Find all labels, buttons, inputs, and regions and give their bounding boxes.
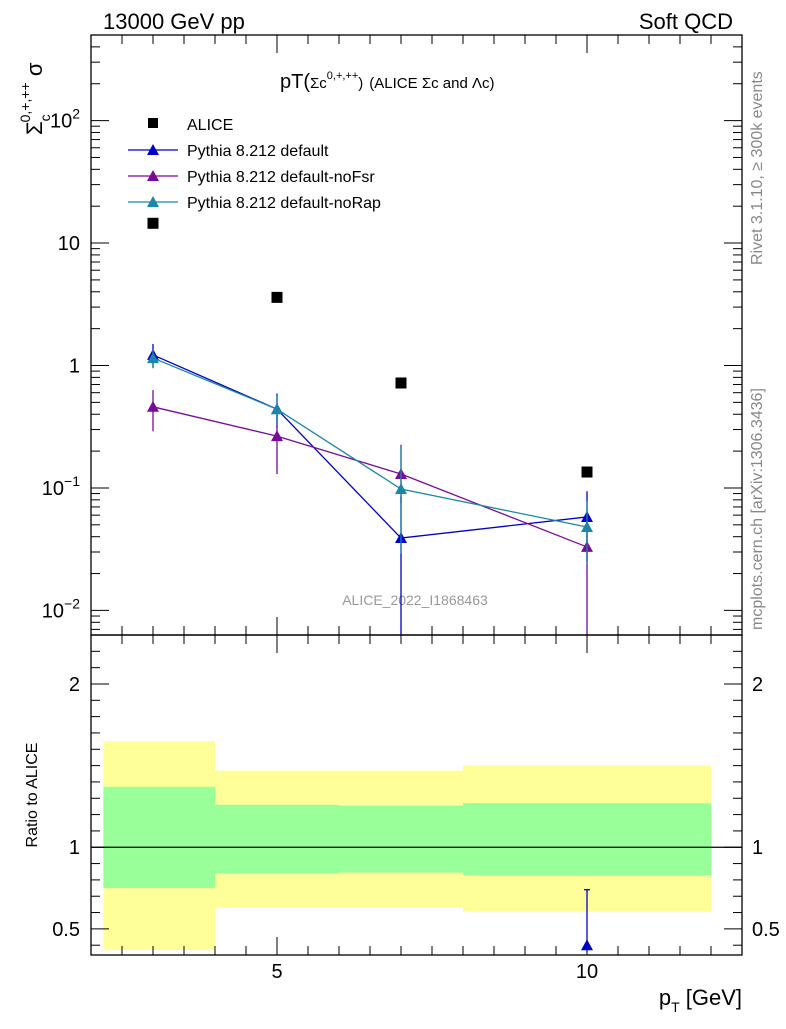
ratio-y-tick-label-right: 1 bbox=[752, 837, 763, 859]
band-inner bbox=[215, 804, 339, 874]
legend-label-nofsr: Pythia 8.212 default-noFsr bbox=[187, 169, 375, 186]
main-series bbox=[147, 217, 593, 635]
series-line bbox=[152, 354, 588, 539]
series-3 bbox=[147, 349, 593, 564]
title-main: pT( bbox=[280, 71, 310, 93]
ratio-x-tick-labels: 5 10 bbox=[271, 961, 598, 983]
main-ylabel: Σc 0,+,++ σ bbox=[17, 62, 53, 135]
data-point bbox=[271, 291, 283, 303]
data-point bbox=[271, 403, 283, 415]
y-tick-base: 1 bbox=[69, 356, 80, 378]
legend-entry-alice: ALICE bbox=[148, 117, 233, 134]
mcplots-label: mcplots.cern.ch [arXiv:1306.3436] bbox=[749, 388, 766, 630]
title-rest-close: ) bbox=[490, 75, 495, 92]
legend-label-norap: Pythia 8.212 default-noRap bbox=[187, 195, 381, 212]
rivet-label: Rivet 3.1.10, ≥ 300k events bbox=[749, 71, 766, 265]
main-panel: pT(Σc0,+,++) (ALICE Σc and Λc) Σc0,+,++ σ… bbox=[17, 34, 743, 636]
ratio-y-tick-label: 1 bbox=[69, 837, 80, 859]
ratio-series bbox=[581, 889, 593, 952]
legend-marker-nofsr bbox=[147, 170, 159, 181]
main-y-tick-label: 10−1 bbox=[42, 473, 80, 500]
chart-title: pT(Σc0,+,++) (ALICE Σc and Λc) bbox=[280, 70, 495, 93]
title-close: ) bbox=[358, 75, 363, 92]
series-line bbox=[152, 406, 588, 548]
band-inner bbox=[339, 805, 463, 873]
ratio-ylabel: Ratio to ALICE bbox=[24, 743, 41, 848]
data-point bbox=[147, 352, 159, 364]
data-point bbox=[395, 377, 407, 389]
legend-entry-default: Pythia 8.212 default bbox=[128, 143, 329, 160]
main-y-tick-label: 10 bbox=[58, 233, 80, 255]
x-axis-label: pT [GeV] bbox=[659, 985, 742, 1015]
x-tick-label: 10 bbox=[576, 961, 598, 983]
ratio-frame bbox=[90, 634, 743, 956]
legend-label-alice: ALICE bbox=[187, 117, 233, 134]
ratio-panel: 0.5 0.5 1 1 2 2 5 10 Ratio to ALICE pT [GeV] bbox=[24, 634, 780, 1015]
legend: ALICE Pythia 8.212 default Pythia 8.212 … bbox=[128, 117, 381, 212]
energy-label: 13000 GeV pp bbox=[103, 9, 245, 34]
ratio-data-point bbox=[581, 939, 593, 951]
data-point bbox=[147, 217, 159, 229]
data-point bbox=[581, 466, 593, 478]
legend-marker-norap bbox=[147, 196, 159, 207]
analysis-watermark: ALICE_2022_I1868463 bbox=[342, 592, 488, 608]
series-line bbox=[152, 357, 588, 528]
ratio-y-tick-label-right: 2 bbox=[752, 674, 763, 696]
legend-marker-default bbox=[147, 144, 159, 155]
band-inner bbox=[103, 786, 215, 889]
ratio-y-tick-labels: 0.5 0.5 1 1 2 2 bbox=[52, 674, 780, 941]
y-tick-base: 10 bbox=[42, 478, 64, 500]
ratio-y-tick-label-right: 0.5 bbox=[752, 919, 780, 941]
ratio-y-tick-label: 2 bbox=[69, 674, 80, 696]
data-point bbox=[395, 483, 407, 495]
legend-entry-norap: Pythia 8.212 default-noRap bbox=[128, 195, 381, 212]
title-rest-and: and bbox=[439, 75, 472, 92]
data-point bbox=[581, 521, 593, 533]
y-tick-base: 10 bbox=[50, 111, 72, 133]
ratio-series-0 bbox=[581, 889, 593, 952]
legend-marker-alice bbox=[148, 118, 158, 128]
ratio-bands bbox=[103, 741, 711, 951]
xlabel-sub: T bbox=[671, 999, 680, 1015]
band-inner bbox=[463, 803, 711, 875]
y-tick-base: 10 bbox=[42, 600, 64, 622]
main-y-tick-label: 10−2 bbox=[42, 595, 80, 622]
y-tick-base: 10 bbox=[58, 233, 80, 255]
ylabel-sigma: Σ bbox=[22, 121, 47, 135]
main-ticks bbox=[90, 34, 743, 635]
y-tick-exponent: −2 bbox=[64, 595, 80, 611]
xlabel-rest: [GeV] bbox=[680, 985, 742, 1010]
category-label: Soft QCD bbox=[639, 9, 733, 34]
ratio-y-tick-label: 0.5 bbox=[52, 919, 80, 941]
title-rest-sigma: Σc bbox=[422, 75, 439, 92]
ylabel-tail: σ bbox=[22, 62, 47, 82]
ylabel-sub: c bbox=[37, 114, 53, 121]
y-tick-exponent: −1 bbox=[64, 473, 80, 489]
ylabel-sup: 0,+,++ bbox=[17, 82, 33, 122]
data-point bbox=[271, 430, 283, 442]
legend-entry-nofsr: Pythia 8.212 default-noFsr bbox=[128, 169, 375, 186]
main-y-tick-label: 1 bbox=[69, 356, 80, 378]
legend-label-default: Pythia 8.212 default bbox=[187, 143, 329, 160]
x-tick-label: 5 bbox=[271, 961, 282, 983]
data-point bbox=[147, 400, 159, 412]
series-0 bbox=[147, 217, 593, 478]
title-rest-a: (ALICE bbox=[369, 75, 422, 92]
main-y-tick-label: 102 bbox=[50, 106, 80, 133]
title-charge: 0,+,++ bbox=[327, 70, 359, 82]
xlabel-p: p bbox=[659, 985, 671, 1010]
y-tick-exponent: 2 bbox=[72, 106, 80, 122]
title-sigma: Σc bbox=[310, 75, 327, 92]
title-rest-lambda: Λc bbox=[472, 75, 490, 92]
